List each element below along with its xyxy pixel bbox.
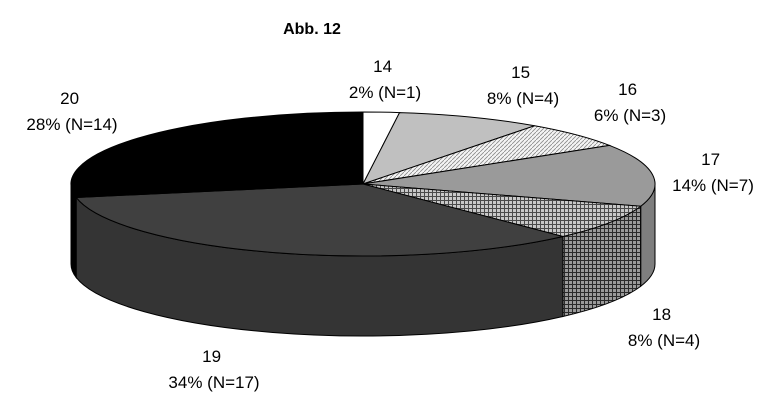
slice-label-18: 18 8% (N=4) xyxy=(628,305,700,350)
slice-label-19: 19 34% (N=17) xyxy=(168,347,259,392)
slice-label-15: 15 8% (N=4) xyxy=(487,63,559,108)
pie-slice-15 xyxy=(361,112,535,185)
pie-slice-18 xyxy=(362,183,643,238)
slice-label-16: 16 6% (N=3) xyxy=(594,80,666,125)
slice-label-17: 17 14% (N=7) xyxy=(672,150,754,195)
chart-title: Abb. 12 xyxy=(283,21,341,38)
slice-label-14: 14 2% (N=1) xyxy=(349,57,421,102)
pie-slice-17 xyxy=(362,144,656,207)
pie-slice-20 xyxy=(70,111,364,199)
slice-label-20: 20 28% (N=14) xyxy=(26,89,117,134)
pie-side-20 xyxy=(70,183,77,279)
pie-slice-19 xyxy=(75,183,564,257)
pie-top xyxy=(70,111,656,257)
pie-sides xyxy=(70,183,656,337)
